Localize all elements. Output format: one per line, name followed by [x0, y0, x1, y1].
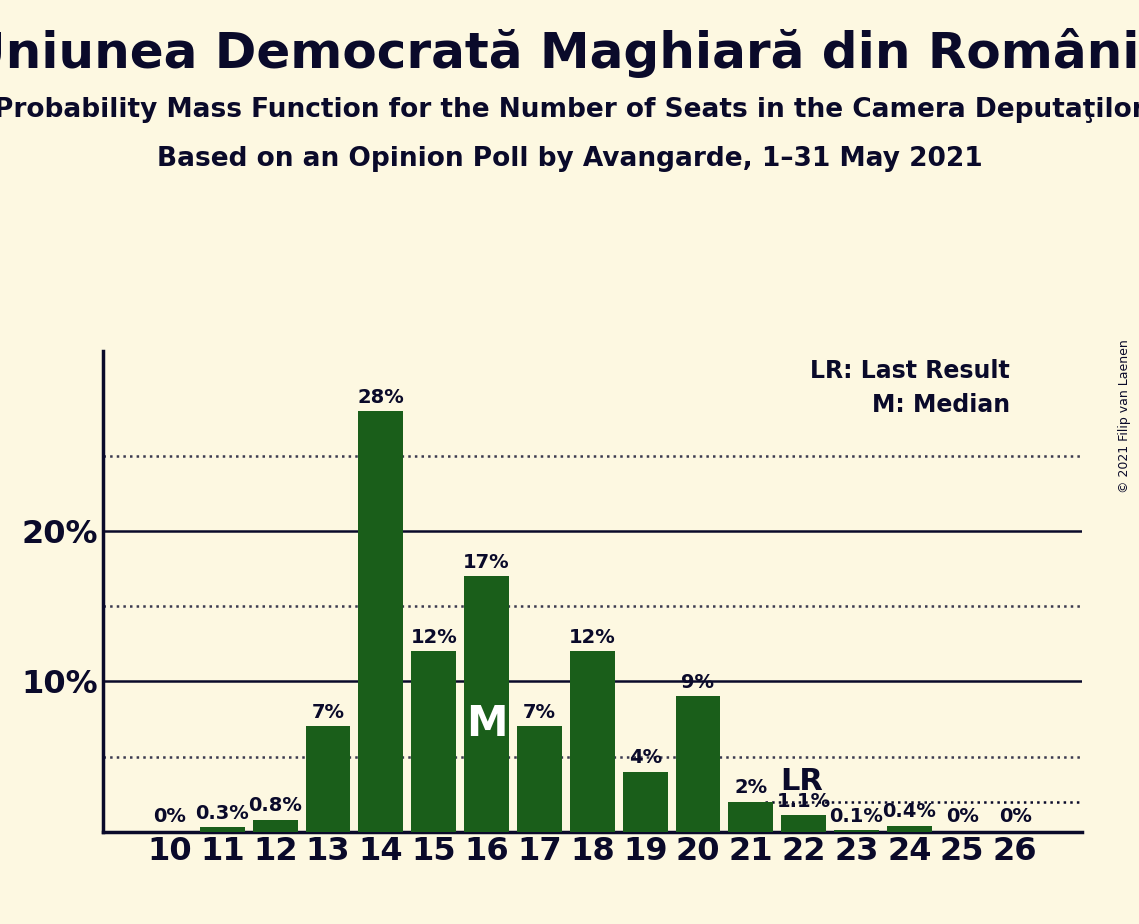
Text: 1.1%: 1.1% — [777, 792, 830, 810]
Text: 9%: 9% — [681, 673, 714, 692]
Text: Based on an Opinion Poll by Avangarde, 1–31 May 2021: Based on an Opinion Poll by Avangarde, 1… — [157, 146, 982, 172]
Bar — [253, 820, 297, 832]
Bar — [675, 697, 721, 832]
Text: Uniunea Democrată Maghiară din România: Uniunea Democrată Maghiară din România — [0, 28, 1139, 78]
Text: 0.1%: 0.1% — [829, 807, 884, 826]
Text: 12%: 12% — [410, 628, 457, 647]
Text: 0.3%: 0.3% — [196, 804, 249, 822]
Text: 0%: 0% — [153, 808, 186, 826]
Bar — [517, 726, 562, 832]
Text: © 2021 Filip van Laenen: © 2021 Filip van Laenen — [1118, 339, 1131, 492]
Text: LR: LR — [780, 767, 822, 796]
Bar — [570, 651, 615, 832]
Text: 7%: 7% — [523, 703, 556, 722]
Bar — [834, 830, 879, 832]
Text: LR: Last Result: LR: Last Result — [810, 359, 1010, 383]
Text: 7%: 7% — [312, 703, 344, 722]
Text: 0%: 0% — [999, 808, 1032, 826]
Bar — [781, 815, 826, 832]
Bar — [199, 827, 245, 832]
Bar — [623, 772, 667, 832]
Text: M: Median: M: Median — [871, 394, 1010, 417]
Text: 0.8%: 0.8% — [248, 796, 302, 815]
Text: Probability Mass Function for the Number of Seats in the Camera Deputaţilor: Probability Mass Function for the Number… — [0, 97, 1139, 123]
Text: 2%: 2% — [735, 778, 768, 797]
Text: 28%: 28% — [358, 388, 404, 407]
Text: M: M — [466, 703, 507, 746]
Text: 0.4%: 0.4% — [883, 802, 936, 821]
Bar — [305, 726, 351, 832]
Bar — [359, 411, 403, 832]
Bar — [887, 826, 932, 832]
Bar — [728, 801, 773, 832]
Text: 12%: 12% — [568, 628, 616, 647]
Text: 4%: 4% — [629, 748, 662, 767]
Bar — [411, 651, 457, 832]
Text: 17%: 17% — [464, 553, 510, 572]
Text: 0%: 0% — [945, 808, 978, 826]
Bar — [464, 577, 509, 832]
